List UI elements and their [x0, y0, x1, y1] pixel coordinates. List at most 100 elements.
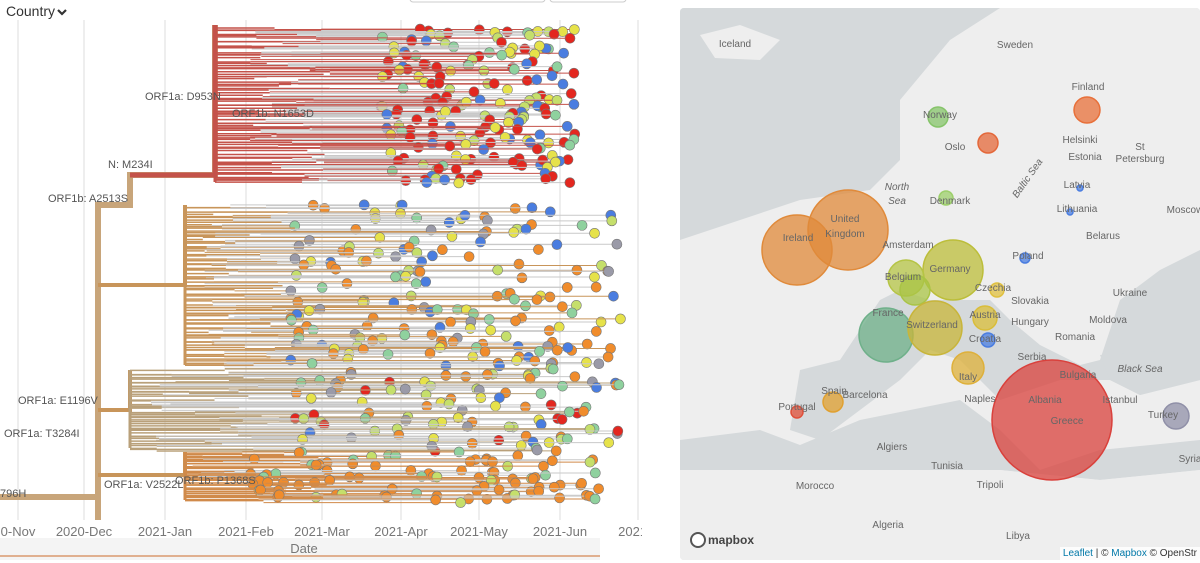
map-label: Belarus	[1086, 231, 1120, 242]
map-label: Denmark	[930, 196, 972, 207]
tip	[544, 206, 556, 218]
tip	[478, 144, 489, 155]
x-tick-label: 2021-Feb	[218, 524, 274, 539]
tip	[248, 453, 260, 465]
tip	[520, 223, 532, 235]
tip	[448, 41, 459, 53]
tip	[471, 485, 483, 496]
tip	[564, 32, 576, 44]
tip	[576, 477, 587, 489]
attribution-link[interactable]: Mapbox	[1111, 548, 1147, 559]
country-bubble	[1076, 184, 1084, 192]
attribution-text: | ©	[1092, 548, 1112, 559]
tip	[578, 405, 589, 417]
tip	[561, 282, 573, 293]
tip	[564, 177, 576, 188]
tip	[571, 264, 583, 276]
map-label: Czechia	[975, 283, 1012, 294]
tip	[411, 212, 422, 224]
tip	[595, 316, 607, 328]
tip	[516, 160, 528, 171]
tip	[547, 455, 558, 467]
tip	[576, 220, 588, 231]
tip	[381, 491, 392, 503]
tip	[521, 58, 533, 70]
tip	[303, 305, 315, 316]
tip	[489, 122, 501, 133]
tip	[557, 78, 569, 90]
map-label: Switzerland	[906, 320, 958, 331]
country-bubble	[938, 190, 954, 206]
branch-label: 796H	[0, 488, 26, 500]
attribution-link[interactable]: Leaflet	[1062, 548, 1093, 559]
tip	[546, 70, 558, 82]
tip	[548, 481, 560, 493]
map-label: Spain	[821, 386, 847, 397]
tip	[503, 421, 515, 433]
tip	[589, 271, 600, 283]
tip	[561, 121, 573, 132]
map-label: Albania	[1028, 395, 1062, 406]
x-axis-label: Date	[290, 541, 317, 556]
tip	[359, 413, 371, 424]
tip	[534, 40, 545, 52]
map-label: Ukraine	[1113, 288, 1148, 299]
map-label: Algiers	[877, 442, 908, 453]
tip	[550, 445, 562, 457]
x-tick-label: 2020-Dec	[56, 524, 113, 539]
tip	[482, 369, 493, 381]
tip	[512, 450, 524, 461]
tip	[509, 294, 520, 305]
tip	[488, 78, 500, 89]
tip	[540, 108, 552, 120]
branch-label: N: M234I	[108, 159, 153, 171]
tip	[394, 64, 405, 76]
x-tick-label: 2021-Apr	[374, 524, 428, 539]
tip	[589, 493, 601, 505]
tip	[529, 355, 541, 367]
button[interactable]	[549, 0, 627, 3]
tip	[430, 494, 441, 506]
tip	[390, 271, 401, 283]
dropdown[interactable]: Country	[6, 3, 55, 19]
tip	[468, 86, 480, 98]
country-bubble	[972, 305, 998, 331]
map-label: Austria	[969, 310, 1001, 321]
chevron	[57, 9, 67, 16]
map-label: Istanbul	[1102, 395, 1137, 406]
tip	[603, 266, 614, 277]
map-label: Moscow	[1167, 205, 1200, 216]
map-label: Lithuania	[1057, 204, 1098, 215]
tip	[411, 247, 423, 258]
tip	[298, 259, 310, 271]
tree: ORF1a: D953N ORF1b: N1653D N: M234I ORF1b: …	[0, 20, 642, 560]
tip	[551, 61, 563, 72]
map-label: Italy	[959, 372, 977, 383]
tip	[285, 285, 297, 297]
country-bubble	[977, 132, 999, 154]
tip	[568, 67, 580, 79]
tip	[553, 321, 565, 333]
tip	[544, 291, 556, 303]
map-label: Romania	[1055, 332, 1095, 343]
map-label: North	[885, 182, 910, 193]
map-label: Hungary	[1011, 317, 1049, 328]
tip	[608, 290, 619, 302]
tip	[427, 138, 438, 149]
country-bubble	[922, 239, 984, 301]
tip	[581, 357, 592, 368]
map-label: Bulgaria	[1060, 370, 1097, 381]
x-tick-label: 2021-Jan	[138, 524, 192, 539]
tip	[564, 406, 575, 418]
tip	[534, 129, 546, 141]
tip	[474, 94, 486, 106]
tip	[330, 264, 342, 275]
tip	[593, 483, 604, 495]
tip	[493, 484, 505, 496]
tip	[526, 202, 538, 214]
tip	[411, 488, 422, 499]
button[interactable]	[409, 0, 546, 3]
iceland	[700, 25, 780, 60]
tip	[562, 154, 574, 165]
tip	[479, 346, 491, 358]
